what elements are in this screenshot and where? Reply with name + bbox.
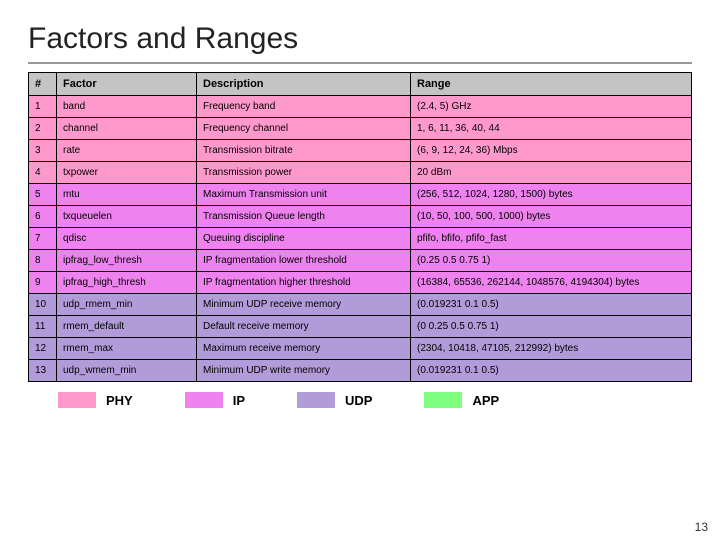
cell-factor: band <box>57 96 197 118</box>
cell-factor: txpower <box>57 162 197 184</box>
cell-n: 12 <box>29 338 57 360</box>
cell-range: (256, 512, 1024, 1280, 1500) bytes <box>411 184 692 206</box>
cell-n: 11 <box>29 316 57 338</box>
cell-range: (2.4, 5) GHz <box>411 96 692 118</box>
cell-range: (0.25 0.5 0.75 1) <box>411 250 692 272</box>
cell-desc: Transmission Queue length <box>197 206 411 228</box>
cell-n: 5 <box>29 184 57 206</box>
legend-item-ip: IP <box>185 392 245 408</box>
cell-range: 1, 6, 11, 36, 40, 44 <box>411 118 692 140</box>
cell-factor: udp_wmem_min <box>57 360 197 382</box>
legend-swatch <box>58 392 96 408</box>
cell-desc: Maximum receive memory <box>197 338 411 360</box>
cell-range: pfifo, bfifo, pfifo_fast <box>411 228 692 250</box>
legend-swatch <box>185 392 223 408</box>
cell-desc: Frequency band <box>197 96 411 118</box>
cell-desc: Queuing discipline <box>197 228 411 250</box>
table-row: 8ipfrag_low_threshIP fragmentation lower… <box>29 250 692 272</box>
cell-desc: Transmission bitrate <box>197 140 411 162</box>
table-row: 10udp_rmem_minMinimum UDP receive memory… <box>29 294 692 316</box>
cell-factor: ipfrag_high_thresh <box>57 272 197 294</box>
col-header-factor: Factor <box>57 73 197 96</box>
table-row: 2channelFrequency channel1, 6, 11, 36, 4… <box>29 118 692 140</box>
col-header-num: # <box>29 73 57 96</box>
cell-desc: Transmission power <box>197 162 411 184</box>
table-header-row: # Factor Description Range <box>29 73 692 96</box>
cell-n: 10 <box>29 294 57 316</box>
cell-range: (6, 9, 12, 24, 36) Mbps <box>411 140 692 162</box>
cell-factor: mtu <box>57 184 197 206</box>
cell-desc: Minimum UDP write memory <box>197 360 411 382</box>
cell-range: (2304, 10418, 47105, 212992) bytes <box>411 338 692 360</box>
cell-factor: ipfrag_low_thresh <box>57 250 197 272</box>
title-underline <box>28 62 692 64</box>
cell-range: 20 dBm <box>411 162 692 184</box>
cell-desc: Frequency channel <box>197 118 411 140</box>
cell-n: 13 <box>29 360 57 382</box>
cell-n: 3 <box>29 140 57 162</box>
legend-label: PHY <box>106 393 133 408</box>
table-row: 6txqueuelenTransmission Queue length(10,… <box>29 206 692 228</box>
table-row: 3rateTransmission bitrate(6, 9, 12, 24, … <box>29 140 692 162</box>
legend: PHY IP UDP APP <box>28 392 692 408</box>
cell-range: (16384, 65536, 262144, 1048576, 4194304)… <box>411 272 692 294</box>
cell-n: 6 <box>29 206 57 228</box>
legend-item-phy: PHY <box>58 392 133 408</box>
table-row: 11rmem_defaultDefault receive memory(0 0… <box>29 316 692 338</box>
cell-range: (0.019231 0.1 0.5) <box>411 294 692 316</box>
legend-label: UDP <box>345 393 372 408</box>
cell-factor: channel <box>57 118 197 140</box>
legend-label: APP <box>472 393 499 408</box>
cell-n: 9 <box>29 272 57 294</box>
table-row: 13udp_wmem_minMinimum UDP write memory(0… <box>29 360 692 382</box>
cell-factor: rmem_default <box>57 316 197 338</box>
cell-n: 4 <box>29 162 57 184</box>
cell-factor: rmem_max <box>57 338 197 360</box>
cell-n: 2 <box>29 118 57 140</box>
cell-n: 1 <box>29 96 57 118</box>
cell-desc: Default receive memory <box>197 316 411 338</box>
slide: Factors and Ranges # Factor Description … <box>0 0 720 540</box>
cell-desc: IP fragmentation lower threshold <box>197 250 411 272</box>
cell-n: 7 <box>29 228 57 250</box>
cell-factor: txqueuelen <box>57 206 197 228</box>
factors-table: # Factor Description Range 1bandFrequenc… <box>28 72 692 382</box>
slide-title: Factors and Ranges <box>28 22 692 56</box>
legend-swatch <box>424 392 462 408</box>
legend-item-udp: UDP <box>297 392 372 408</box>
table-row: 4txpowerTransmission power20 dBm <box>29 162 692 184</box>
cell-range: (0.019231 0.1 0.5) <box>411 360 692 382</box>
cell-desc: IP fragmentation higher threshold <box>197 272 411 294</box>
cell-desc: Minimum UDP receive memory <box>197 294 411 316</box>
cell-factor: qdisc <box>57 228 197 250</box>
cell-factor: rate <box>57 140 197 162</box>
cell-factor: udp_rmem_min <box>57 294 197 316</box>
cell-range: (0 0.25 0.5 0.75 1) <box>411 316 692 338</box>
cell-range: (10, 50, 100, 500, 1000) bytes <box>411 206 692 228</box>
table-row: 5mtuMaximum Transmission unit(256, 512, … <box>29 184 692 206</box>
table-row: 9ipfrag_high_threshIP fragmentation high… <box>29 272 692 294</box>
legend-item-app: APP <box>424 392 499 408</box>
col-header-range: Range <box>411 73 692 96</box>
page-number: 13 <box>695 520 708 534</box>
table-row: 12rmem_maxMaximum receive memory(2304, 1… <box>29 338 692 360</box>
legend-swatch <box>297 392 335 408</box>
legend-label: IP <box>233 393 245 408</box>
col-header-desc: Description <box>197 73 411 96</box>
table-row: 7qdiscQueuing disciplinepfifo, bfifo, pf… <box>29 228 692 250</box>
cell-desc: Maximum Transmission unit <box>197 184 411 206</box>
cell-n: 8 <box>29 250 57 272</box>
table-row: 1bandFrequency band(2.4, 5) GHz <box>29 96 692 118</box>
